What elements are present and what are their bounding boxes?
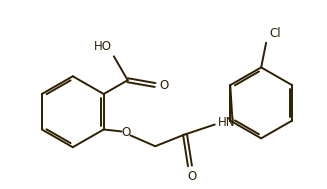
Text: O: O [159,78,168,91]
Text: Cl: Cl [269,27,281,40]
Text: HO: HO [94,40,112,53]
Text: O: O [187,170,197,183]
Text: HN: HN [218,116,235,129]
Text: O: O [121,126,130,139]
